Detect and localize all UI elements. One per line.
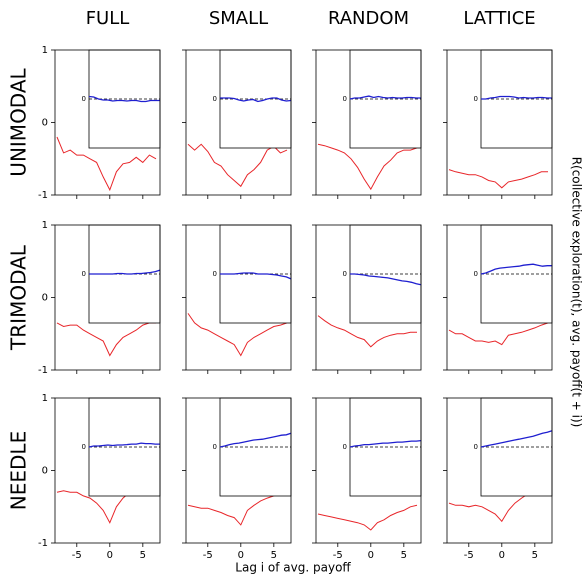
x-tick-label: -5 [72, 550, 82, 561]
mean-line [448, 322, 549, 346]
mean-line [56, 136, 157, 192]
inset-tick-label: 0 [474, 443, 478, 451]
inset-line [88, 442, 160, 448]
x-tick-label: -5 [464, 550, 474, 561]
y-tick-label: 0 [42, 466, 48, 477]
inset-tick-label: 0 [82, 270, 86, 278]
inset-line [481, 95, 552, 100]
mean-line [317, 504, 418, 531]
mean-line [317, 143, 418, 191]
mean-line [187, 490, 288, 526]
y-tick-label: 0 [42, 118, 48, 129]
x-tick-label: 0 [107, 550, 113, 561]
x-tick-label: 5 [271, 550, 277, 561]
inset-tick-label: 0 [343, 443, 347, 451]
row-label: TRIMODAL [7, 244, 31, 351]
x-tick-label: 0 [499, 550, 505, 561]
inset-line [350, 273, 422, 286]
inset-tick-label: 0 [343, 270, 347, 278]
inset-line [220, 272, 292, 280]
y-tick-label: 0 [42, 293, 48, 304]
x-tick-label: 5 [140, 550, 146, 561]
inset-line [220, 97, 292, 103]
mean-line [187, 313, 288, 357]
x-axis-label: Lag i of avg. payoff [235, 561, 351, 575]
mean-line [187, 143, 288, 188]
column-title: RANDOM [328, 8, 409, 29]
y-tick-label: -1 [38, 365, 48, 376]
inset-line [219, 432, 292, 448]
inset-tick-label: 0 [213, 270, 217, 278]
y-tick-label: -1 [38, 538, 48, 549]
inset-tick-label: 0 [213, 95, 217, 103]
inset-line [88, 95, 160, 103]
mean-line [317, 315, 417, 348]
mean-line [56, 322, 156, 357]
row-label: NEEDLE [7, 431, 31, 510]
x-tick-label: 5 [401, 550, 407, 561]
inset-line [480, 430, 553, 448]
inset-line [349, 439, 422, 448]
inset-line [349, 95, 421, 100]
y-tick-label: 1 [42, 45, 48, 56]
mean-line [448, 169, 548, 189]
inset-tick-label: 0 [82, 95, 86, 103]
x-tick-label: 0 [238, 550, 244, 561]
y-tick-label: 1 [42, 220, 48, 231]
x-tick-label: -5 [203, 550, 213, 561]
inset-tick-label: 0 [474, 95, 478, 103]
column-title: SMALL [209, 8, 268, 29]
y-tick-label: -1 [38, 190, 48, 201]
x-tick-label: 0 [368, 550, 374, 561]
inset-line [480, 263, 552, 275]
x-tick-label: -5 [333, 550, 343, 561]
column-title: FULL [86, 8, 130, 29]
x-tick-label: 5 [532, 550, 538, 561]
column-title: LATTICE [463, 8, 535, 29]
row-label: UNIMODAL [7, 67, 31, 176]
inset-tick-label: 0 [474, 270, 478, 278]
inset-line [89, 269, 161, 275]
y-tick-label: 1 [42, 393, 48, 404]
y-axis-label: R(collective exploration(t), avg. payoff… [570, 157, 584, 428]
inset-tick-label: 0 [343, 95, 347, 103]
inset-tick-label: 0 [213, 443, 217, 451]
inset-tick-label: 0 [82, 443, 86, 451]
